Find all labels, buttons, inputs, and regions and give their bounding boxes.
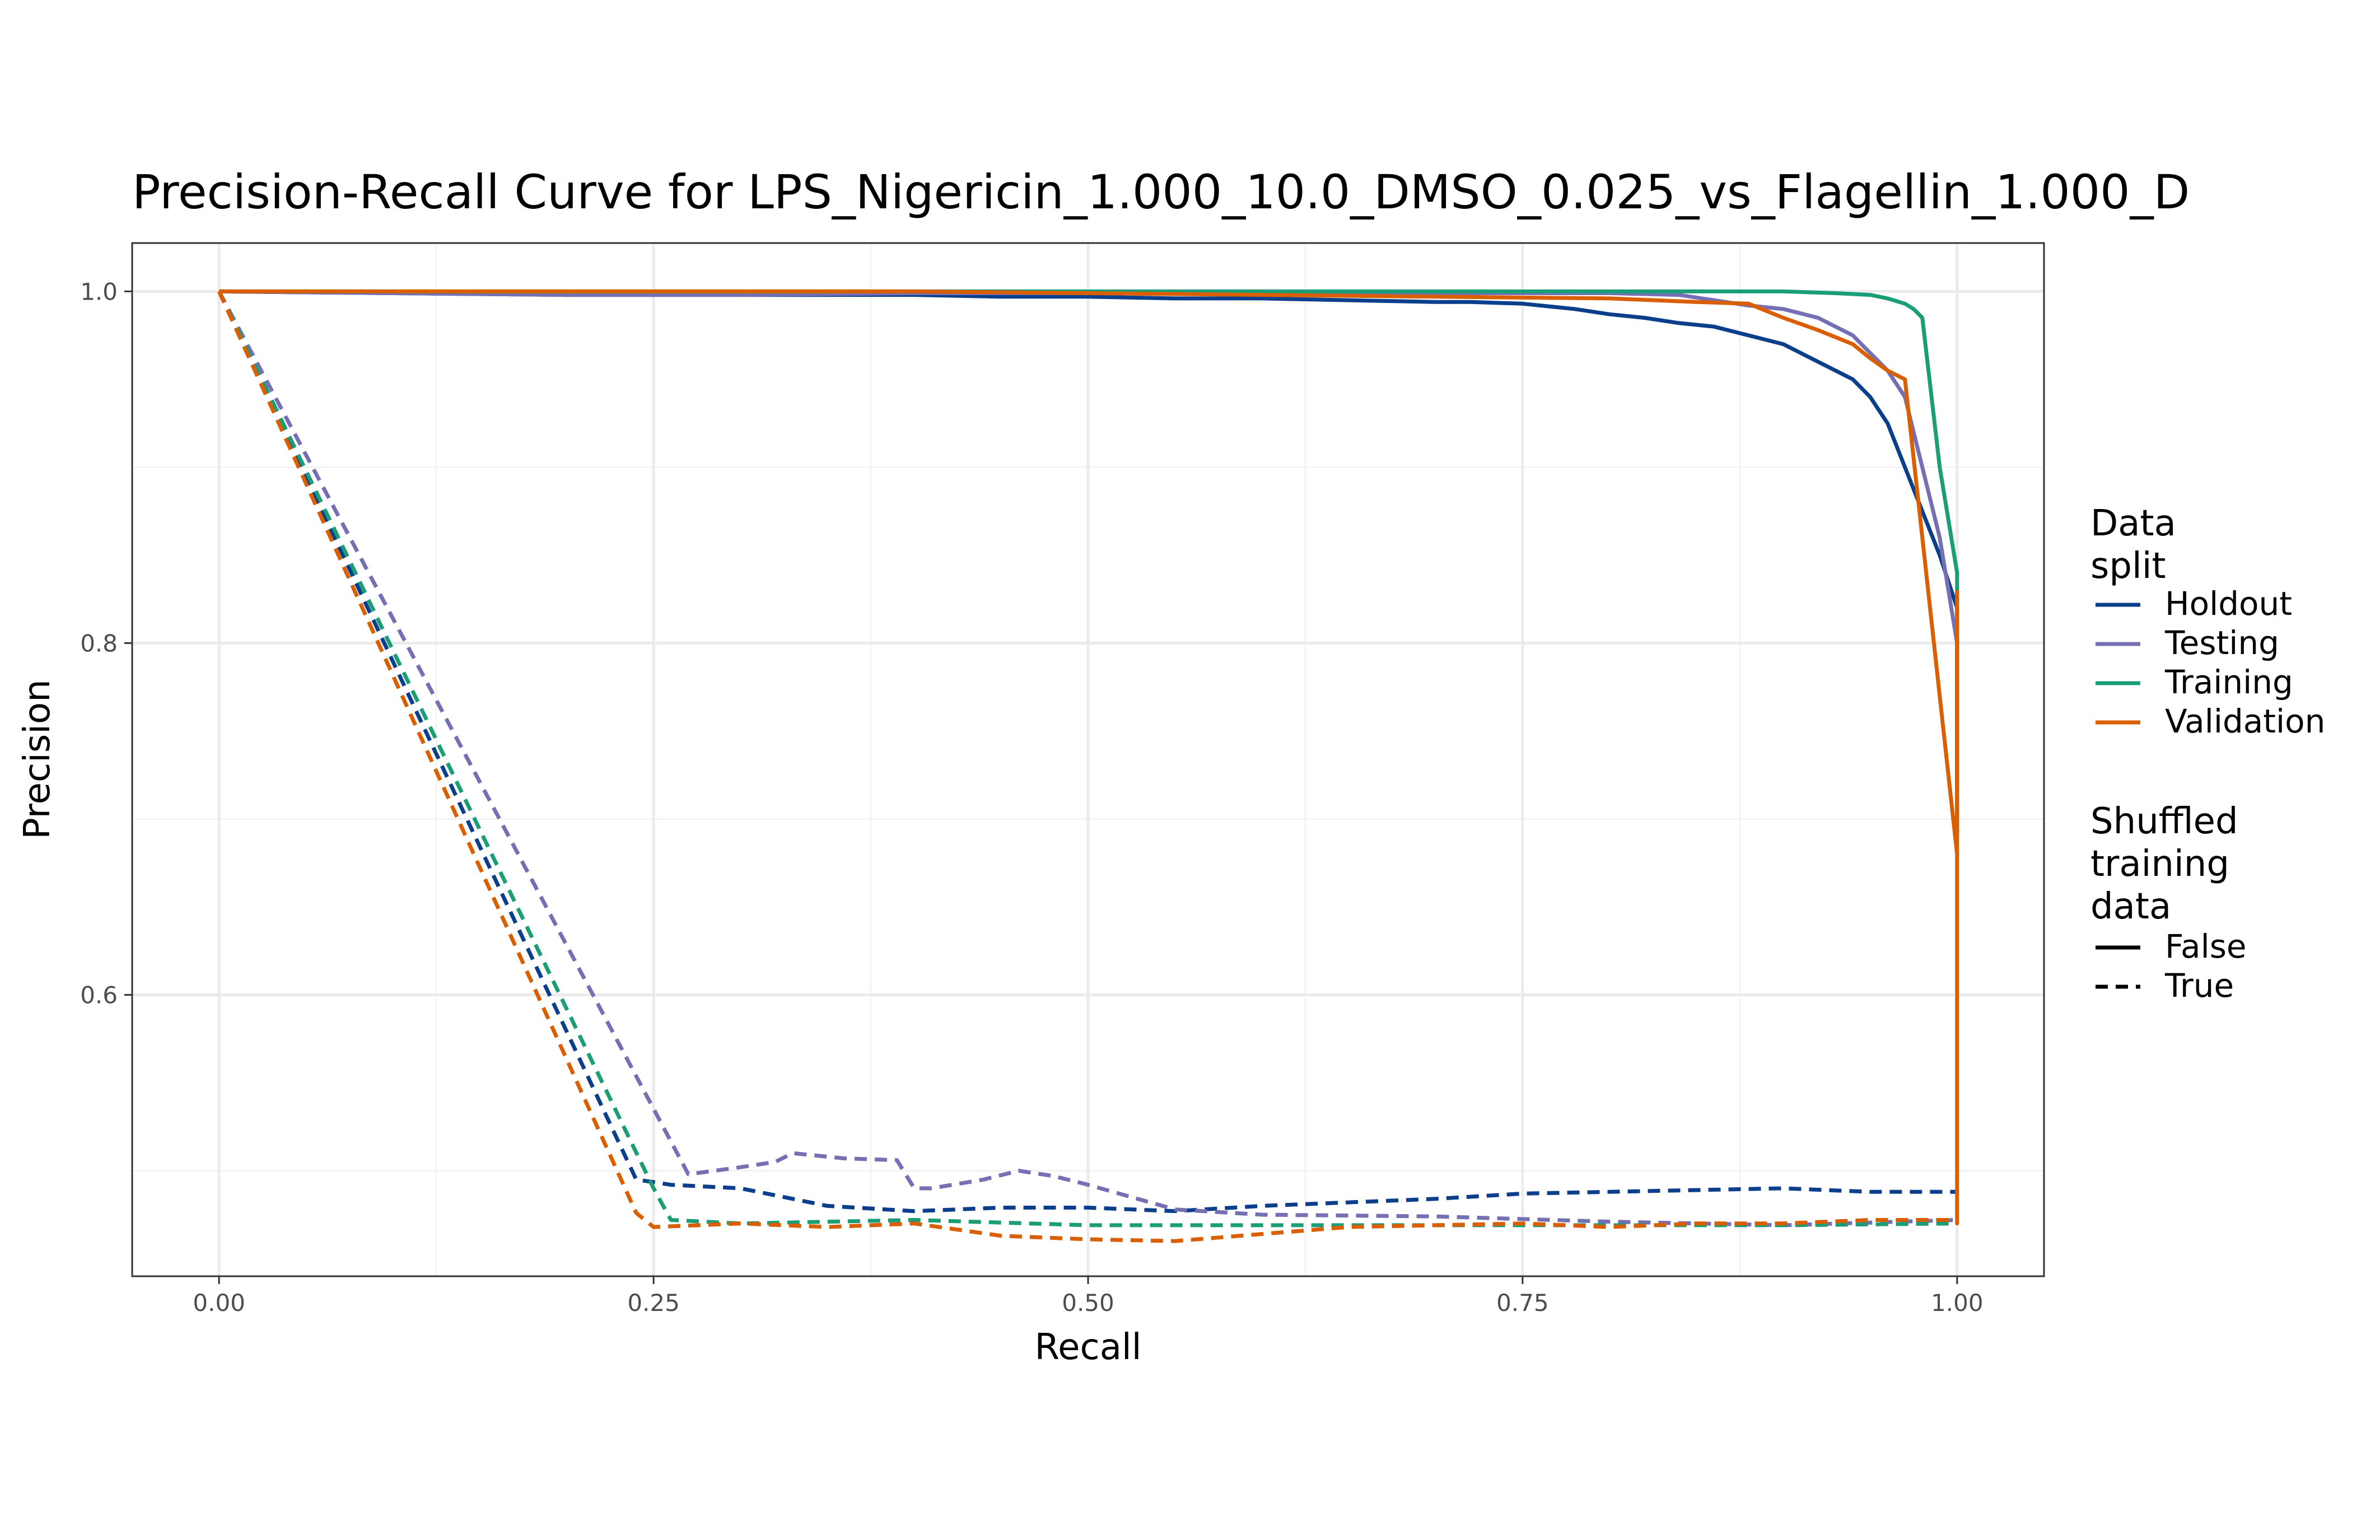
x-axis-title: Recall bbox=[1035, 1327, 1142, 1368]
legend-title-linetype: data bbox=[2090, 886, 2171, 927]
legend-title-linetype: training bbox=[2090, 843, 2229, 885]
y-axis-title: Precision bbox=[17, 679, 58, 839]
legend-label-true: True bbox=[2164, 967, 2234, 1005]
y-tick-label: 0.8 bbox=[80, 629, 118, 657]
legend-label-testing: Testing bbox=[2164, 624, 2279, 662]
x-tick-label: 1.00 bbox=[1931, 1289, 1984, 1317]
grid bbox=[132, 243, 2044, 1276]
axis-ticks: 0.00 0.25 0.50 0.75 1.00 0.6 0.8 1.0 bbox=[80, 278, 1983, 1317]
series-line-testing-shuffled bbox=[217, 290, 1957, 1228]
series-line-validation-unshuffled bbox=[219, 289, 1959, 1226]
x-tick-label: 0.50 bbox=[1062, 1289, 1114, 1317]
series-line-holdout-unshuffled bbox=[219, 289, 1959, 837]
x-tick-label: 0.25 bbox=[627, 1289, 680, 1317]
legend-title-linetype: Shuffled bbox=[2090, 801, 2238, 842]
series-line-holdout-shuffled bbox=[217, 290, 1957, 1214]
legend-label-training: Training bbox=[2164, 663, 2293, 701]
y-tick-label: 1.0 bbox=[80, 278, 118, 305]
legend-title-color: split bbox=[2090, 545, 2166, 587]
legend-title-color: Data bbox=[2090, 503, 2176, 544]
legend-label-validation: Validation bbox=[2165, 702, 2325, 740]
legend-label-false: False bbox=[2165, 927, 2247, 965]
x-tick-label: 0.75 bbox=[1496, 1289, 1549, 1317]
legend-label-holdout: Holdout bbox=[2165, 585, 2292, 623]
series-layer bbox=[217, 289, 1959, 1243]
legend: DatasplitHoldoutTestingTrainingValidatio… bbox=[2090, 503, 2325, 1005]
x-tick-label: 0.00 bbox=[193, 1289, 245, 1317]
y-tick-label: 0.6 bbox=[80, 982, 118, 1009]
chart-title: Precision-Recall Curve for LPS_Nigericin… bbox=[132, 165, 2190, 220]
series-line-validation-shuffled bbox=[217, 290, 1957, 1243]
